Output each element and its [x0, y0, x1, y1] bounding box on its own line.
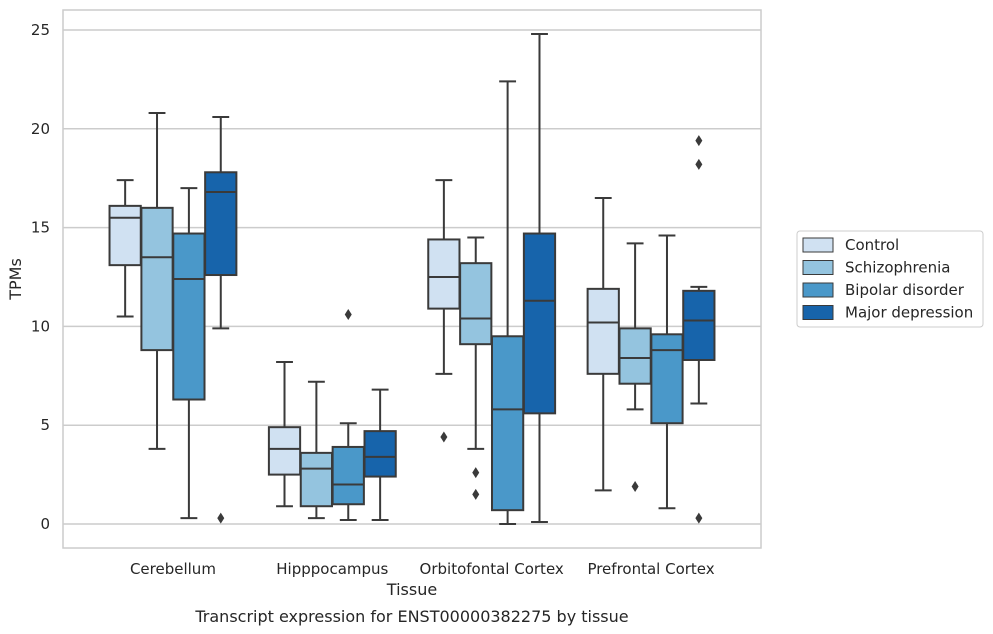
box-group	[267, 360, 302, 508]
box	[172, 232, 206, 401]
box	[331, 445, 365, 506]
box-group	[363, 388, 397, 522]
y-tick-label: 15	[31, 219, 50, 237]
legend-swatch	[802, 305, 834, 320]
legend-label: Bipolar disorder	[845, 281, 965, 299]
chart-caption: Transcript expression for ENST0000038227…	[194, 607, 628, 626]
box-group	[522, 32, 557, 524]
box	[299, 451, 334, 508]
outlier-point	[217, 512, 225, 524]
y-tick-label: 10	[31, 317, 50, 335]
box-group	[682, 135, 716, 524]
box-group	[427, 179, 461, 443]
legend-swatch	[802, 282, 834, 298]
x-tick-label: Orbitofontal Cortex	[420, 560, 564, 578]
box-group	[172, 187, 206, 520]
box-group	[204, 115, 238, 524]
x-tick-label: Cerebellum	[130, 560, 216, 578]
y-tick-label: 20	[31, 120, 50, 138]
outlier-point	[472, 467, 480, 479]
box	[459, 262, 493, 346]
x-axis-label: Tissue	[386, 580, 437, 599]
outlier-point	[344, 309, 352, 321]
box	[140, 206, 174, 352]
plot-frame	[62, 9, 762, 549]
y-tick-labels: 0 5 10 15 20 25	[31, 21, 50, 533]
legend-swatch	[802, 260, 834, 275]
box-group	[490, 80, 525, 525]
outlier-point	[440, 431, 448, 443]
y-tick-label: 25	[31, 21, 50, 39]
y-axis-label: TPMs	[6, 258, 25, 301]
outlier-point	[631, 480, 639, 492]
box-group	[586, 196, 620, 492]
x-tick-labels: Cerebellum Hipppocampus Orbitofontal Corte…	[130, 560, 715, 578]
box-group	[459, 236, 493, 500]
x-tick-label: Prefrontal Cortex	[587, 560, 714, 578]
legend-frame	[796, 230, 984, 328]
legend: Control Schizophrenia Bipolar disorder Majo…	[796, 230, 984, 328]
box-group	[140, 111, 174, 450]
box	[522, 232, 557, 415]
outlier-point	[695, 158, 703, 170]
box	[586, 287, 620, 375]
legend-label: Major depression	[845, 304, 973, 322]
box	[363, 430, 397, 478]
box-group	[650, 234, 684, 510]
box	[618, 327, 652, 385]
box	[267, 426, 302, 476]
box	[650, 333, 684, 425]
legend-label: Schizophrenia	[845, 259, 950, 277]
outlier-point	[695, 512, 703, 524]
x-tick-label: Hipppocampus	[276, 560, 388, 578]
legend-label: Control	[845, 236, 899, 254]
box-group	[618, 242, 652, 492]
y-tick-label: 5	[40, 416, 50, 434]
legend-swatch	[802, 237, 834, 253]
box	[490, 335, 525, 512]
box	[427, 238, 461, 310]
box	[204, 171, 238, 277]
outlier-point	[695, 135, 703, 147]
box-group	[331, 309, 365, 522]
outlier-point	[472, 488, 480, 500]
box-series	[108, 32, 716, 525]
box	[682, 289, 716, 361]
y-tick-label: 0	[40, 515, 50, 533]
box	[108, 204, 142, 267]
